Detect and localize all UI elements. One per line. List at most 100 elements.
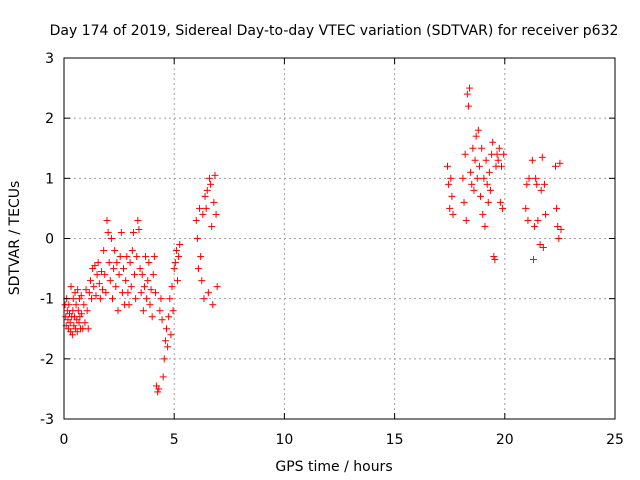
data-point <box>66 319 74 327</box>
data-point <box>148 313 156 321</box>
data-point <box>102 289 110 297</box>
data-point <box>126 259 134 267</box>
data-point <box>167 331 175 339</box>
data-point <box>90 283 98 291</box>
data-point <box>472 132 480 140</box>
data-point <box>132 295 140 303</box>
y-tick-label-3: 0 <box>45 232 54 248</box>
x-tick-label-4: 20 <box>496 432 514 448</box>
data-point <box>76 313 84 321</box>
data-point <box>524 216 532 224</box>
data-point <box>489 138 497 146</box>
data-point <box>557 225 565 233</box>
data-point <box>124 289 132 297</box>
data-point <box>486 186 494 194</box>
data-point <box>169 307 177 315</box>
data-point <box>176 241 184 249</box>
data-point <box>155 385 163 393</box>
data-point <box>86 277 94 285</box>
x-axis-label: GPS time / hours <box>275 459 392 475</box>
data-point <box>542 210 550 218</box>
data-point <box>534 216 542 224</box>
data-point <box>73 328 81 336</box>
data-point <box>145 259 153 267</box>
data-point <box>129 228 137 236</box>
data-point <box>494 156 502 164</box>
data-point <box>466 84 474 92</box>
y-tick-label-1: -2 <box>40 352 54 368</box>
data-point <box>68 331 76 339</box>
data-point <box>533 180 541 188</box>
data-point <box>104 228 112 236</box>
data-point <box>149 271 157 279</box>
data-point <box>493 150 501 158</box>
data-point <box>112 283 120 291</box>
data-point <box>468 180 476 188</box>
data-point <box>205 174 213 182</box>
data-point <box>175 253 183 261</box>
data-point <box>164 343 172 351</box>
data-point <box>140 283 148 291</box>
data-point <box>170 265 178 273</box>
data-point <box>105 259 113 267</box>
data-point <box>551 162 559 170</box>
data-point <box>139 307 147 315</box>
data-point <box>67 283 75 291</box>
data-point <box>150 253 158 261</box>
data-point <box>497 162 505 170</box>
data-point <box>143 295 151 303</box>
data-point <box>540 180 548 188</box>
data-point <box>172 247 180 255</box>
data-point <box>474 126 482 134</box>
y-tick-label-4: 1 <box>45 171 54 187</box>
x-tick-label-0: 0 <box>60 432 69 448</box>
data-point <box>101 271 109 279</box>
x-tick-label-3: 15 <box>386 432 404 448</box>
data-point <box>200 295 208 303</box>
data-point <box>537 186 545 194</box>
data-point <box>160 355 168 363</box>
data-point <box>207 180 215 188</box>
x-tick-label-2: 10 <box>275 432 293 448</box>
data-point <box>490 253 498 261</box>
data-point <box>144 277 152 285</box>
data-point <box>495 144 503 152</box>
data-point <box>211 171 219 179</box>
data-point <box>137 289 145 297</box>
data-point <box>525 174 533 182</box>
data-point <box>467 168 475 176</box>
data-point <box>116 253 124 261</box>
data-point <box>69 295 77 303</box>
data-point <box>213 283 221 291</box>
data-point <box>100 247 108 255</box>
data-point <box>114 307 122 315</box>
data-point <box>154 388 162 396</box>
data-point <box>204 289 212 297</box>
data-point <box>556 159 564 167</box>
data-point <box>171 259 179 267</box>
data-point <box>93 271 101 279</box>
data-point <box>461 150 469 158</box>
data-point <box>67 328 75 336</box>
data-point <box>193 235 201 242</box>
data-point <box>198 277 206 285</box>
data-point <box>135 225 143 233</box>
data-point <box>446 204 454 212</box>
data-point <box>491 256 499 264</box>
data-point <box>111 247 119 255</box>
data-point <box>136 265 144 273</box>
data-point <box>103 216 111 224</box>
data-point <box>469 144 477 152</box>
data-points <box>61 84 565 396</box>
data-point <box>113 259 121 267</box>
grid-lines <box>64 58 615 419</box>
data-point <box>117 228 125 236</box>
data-point <box>91 262 99 270</box>
data-point <box>95 280 103 288</box>
data-point <box>192 216 200 224</box>
data-point <box>97 268 105 276</box>
data-point <box>523 180 531 188</box>
y-tick-label-6: 3 <box>45 51 54 67</box>
